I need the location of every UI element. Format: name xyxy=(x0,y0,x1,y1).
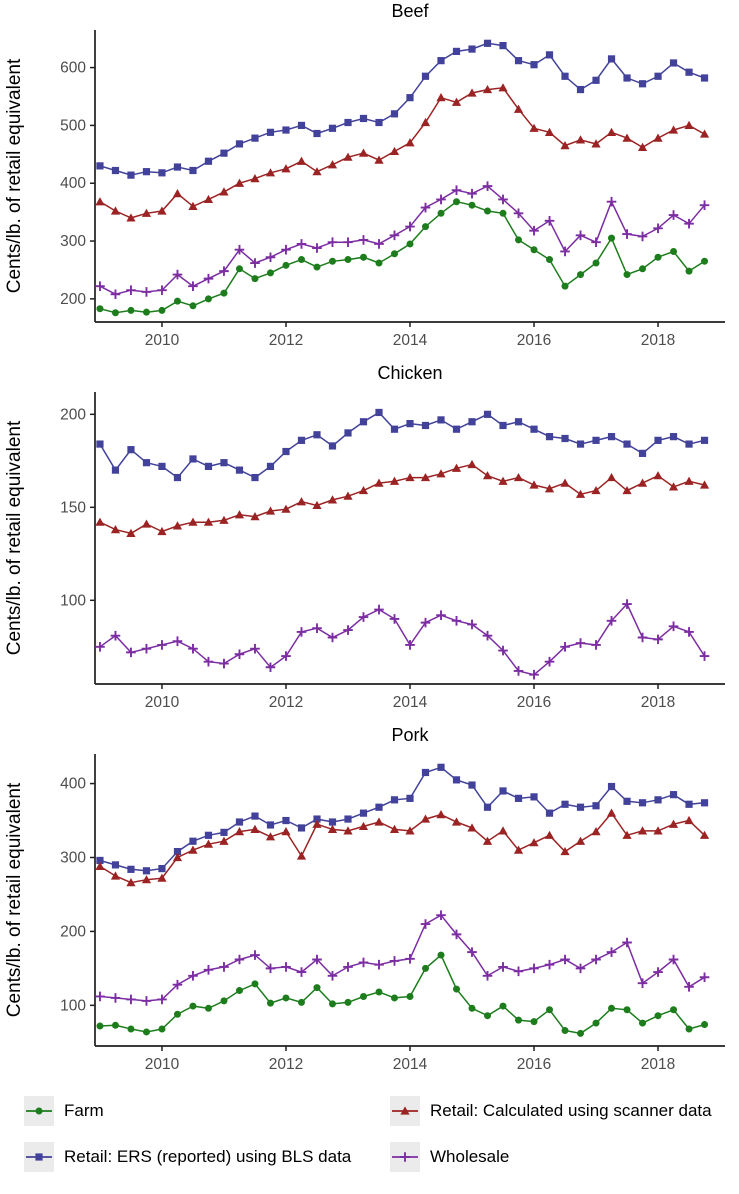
scanner-series-line xyxy=(99,87,705,219)
x-axis-ticks: 2010 2012 2014 2016 2018 xyxy=(145,684,675,711)
svg-text:200: 200 xyxy=(60,406,86,423)
svg-text:300: 300 xyxy=(60,849,86,866)
y-axis-title: Cents/lb. of retail equivalent xyxy=(4,782,25,1017)
svg-text:2018: 2018 xyxy=(641,1056,675,1073)
legend-item-farm: Farm xyxy=(24,1096,390,1126)
wholesale-series xyxy=(95,910,710,1006)
farm-series-line xyxy=(99,200,705,314)
farm-series-points xyxy=(96,951,709,1037)
x-axis-ticks: 2010 2012 2014 2016 2018 xyxy=(145,322,675,349)
wholesale-series-line xyxy=(99,185,706,295)
beef-panel: Beef Cents/lb. of retail equivalent 200 300… xyxy=(0,0,739,362)
farm-marker-icon xyxy=(26,1107,52,1115)
farm-series xyxy=(96,951,709,1037)
svg-text:2016: 2016 xyxy=(517,1056,551,1073)
x-axis-ticks: 2010 2012 2014 2016 2018 xyxy=(145,1046,675,1073)
y-axis-ticks: 100 200 300 400 xyxy=(60,776,95,1014)
panel-title: Beef xyxy=(391,1,429,21)
ers-series-points xyxy=(96,39,709,179)
legend: Farm Retail: Calculated using scanner da… xyxy=(0,1086,739,1182)
panel-title: Pork xyxy=(391,725,429,745)
ers-series-line xyxy=(99,411,705,479)
scanner-series-points xyxy=(95,459,710,537)
svg-text:2014: 2014 xyxy=(393,1056,428,1073)
wholesale-series-points xyxy=(95,181,710,300)
svg-text:400: 400 xyxy=(60,776,86,793)
legend-key-farm xyxy=(24,1096,54,1126)
legend-key-wholesale xyxy=(390,1142,420,1172)
wholesale-series xyxy=(95,181,710,300)
svg-text:2018: 2018 xyxy=(641,332,675,349)
wholesale-series-line xyxy=(99,602,706,676)
scanner-series xyxy=(95,459,710,537)
svg-text:2010: 2010 xyxy=(145,1056,180,1073)
ers-series-points xyxy=(96,408,709,482)
legend-item-scanner: Retail: Calculated using scanner data xyxy=(390,1096,739,1126)
farm-series-line xyxy=(99,953,705,1035)
y-axis-ticks: 100 150 200 xyxy=(60,406,95,609)
svg-text:2012: 2012 xyxy=(269,1056,303,1073)
chicken-chart: Chicken Cents/lb. of retail equivalent 100… xyxy=(4,363,725,711)
svg-text:2010: 2010 xyxy=(145,694,180,711)
legend-key-ers xyxy=(24,1142,54,1172)
scanner-series xyxy=(95,808,710,887)
legend-item-ers: Retail: ERS (reported) using BLS data xyxy=(24,1142,390,1172)
svg-text:2010: 2010 xyxy=(145,332,180,349)
svg-text:400: 400 xyxy=(60,175,86,192)
scanner-series-points xyxy=(95,83,710,222)
wholesale-series xyxy=(95,599,710,680)
ers-marker-icon xyxy=(26,1153,52,1161)
scanner-marker-icon xyxy=(392,1106,418,1115)
svg-text:2016: 2016 xyxy=(517,694,551,711)
svg-text:150: 150 xyxy=(60,499,86,516)
svg-text:300: 300 xyxy=(60,233,86,250)
svg-text:2018: 2018 xyxy=(641,694,675,711)
y-axis-ticks: 200 300 400 500 600 xyxy=(60,60,95,308)
ers-series-line xyxy=(99,42,705,176)
legend-label-wholesale: Wholesale xyxy=(430,1147,510,1166)
svg-text:200: 200 xyxy=(60,291,86,308)
svg-text:100: 100 xyxy=(60,997,86,1014)
farm-series-points xyxy=(96,198,709,317)
svg-text:2014: 2014 xyxy=(393,694,428,711)
legend-item-wholesale: Wholesale xyxy=(390,1142,739,1172)
axes xyxy=(94,30,725,323)
wholesale-series-points xyxy=(95,910,710,1006)
svg-text:500: 500 xyxy=(60,117,86,134)
ers-series-line xyxy=(99,766,705,872)
wholesale-marker-icon xyxy=(392,1152,418,1162)
panel-title: Chicken xyxy=(377,363,442,383)
svg-text:200: 200 xyxy=(60,923,86,940)
scanner-series-points xyxy=(95,808,710,887)
ers-series xyxy=(96,763,709,875)
ers-series xyxy=(96,408,709,482)
svg-text:2012: 2012 xyxy=(269,694,303,711)
y-axis-title: Cents/lb. of retail equivalent xyxy=(4,58,25,293)
svg-text:600: 600 xyxy=(60,60,86,77)
legend-label-ers: Retail: ERS (reported) using BLS data xyxy=(64,1147,352,1166)
farm-series xyxy=(96,198,709,317)
svg-text:2012: 2012 xyxy=(269,332,303,349)
ers-series xyxy=(96,39,709,179)
ers-series-points xyxy=(96,763,709,875)
scanner-series-line xyxy=(99,811,706,884)
chicken-panel: Chicken Cents/lb. of retail equivalent 100… xyxy=(0,362,739,724)
legend-label-scanner: Retail: Calculated using scanner data xyxy=(430,1101,712,1120)
legend-label-farm: Farm xyxy=(64,1101,104,1120)
y-axis-title: Cents/lb. of retail equivalent xyxy=(4,420,25,655)
svg-text:2014: 2014 xyxy=(393,332,428,349)
pork-chart: Pork Cents/lb. of retail equivalent 100 200… xyxy=(4,725,725,1073)
scanner-series xyxy=(95,83,710,222)
wholesale-series-line xyxy=(99,914,705,1002)
wholesale-series-points xyxy=(95,599,710,680)
beef-chart: Beef Cents/lb. of retail equivalent 200 300… xyxy=(4,1,725,349)
scanner-series-line xyxy=(99,463,705,535)
legend-key-scanner xyxy=(390,1096,420,1126)
pork-panel: Pork Cents/lb. of retail equivalent 100 200… xyxy=(0,724,739,1086)
svg-text:100: 100 xyxy=(60,592,86,609)
svg-text:2016: 2016 xyxy=(517,332,551,349)
